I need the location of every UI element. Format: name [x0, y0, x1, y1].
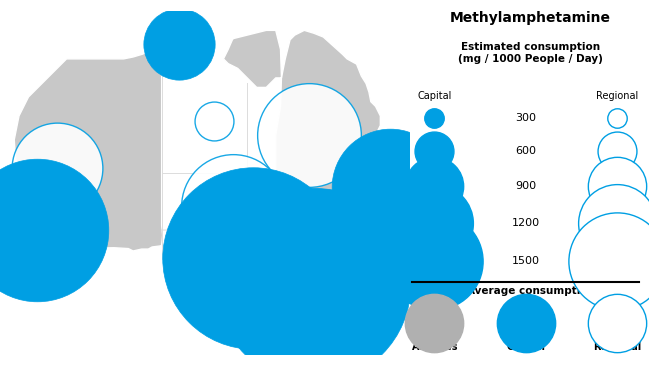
Point	[228, 203, 238, 209]
Point	[308, 283, 319, 288]
Text: 1500: 1500	[511, 256, 540, 266]
Text: 600: 600	[515, 146, 536, 156]
Point	[385, 184, 395, 190]
Polygon shape	[309, 312, 345, 340]
Point	[52, 165, 62, 171]
Point	[612, 320, 622, 326]
Point	[520, 320, 531, 326]
Point	[297, 268, 308, 274]
Text: All Sites: All Sites	[411, 342, 457, 352]
Point	[429, 258, 439, 264]
Point	[32, 227, 42, 233]
Point	[323, 232, 333, 238]
Point	[429, 183, 439, 189]
Text: 300: 300	[515, 113, 536, 123]
Point	[248, 255, 258, 261]
Point	[429, 320, 439, 326]
Point	[367, 245, 378, 251]
Text: Estimated consumption
(mg / 1000 People / Day): Estimated consumption (mg / 1000 People …	[458, 42, 603, 64]
Text: Capital: Capital	[506, 342, 545, 352]
Text: 900: 900	[515, 181, 536, 191]
Point	[429, 148, 439, 154]
Point	[429, 220, 439, 226]
Point	[174, 41, 184, 47]
Text: 1200: 1200	[511, 218, 540, 228]
Point	[429, 115, 439, 120]
Text: Regional: Regional	[593, 342, 641, 352]
Point	[209, 118, 219, 124]
Text: Methylamphetamine: Methylamphetamine	[450, 11, 611, 25]
Text: Capital: Capital	[417, 91, 452, 101]
Point	[304, 132, 314, 138]
Text: Regional: Regional	[596, 91, 638, 101]
Polygon shape	[14, 30, 395, 295]
Point	[612, 148, 622, 154]
Point	[612, 115, 622, 120]
Point	[330, 331, 341, 337]
Point	[612, 258, 622, 264]
Point	[612, 220, 622, 226]
Point	[323, 320, 333, 326]
Text: Average consumption: Average consumption	[467, 286, 594, 296]
Point	[612, 183, 622, 189]
